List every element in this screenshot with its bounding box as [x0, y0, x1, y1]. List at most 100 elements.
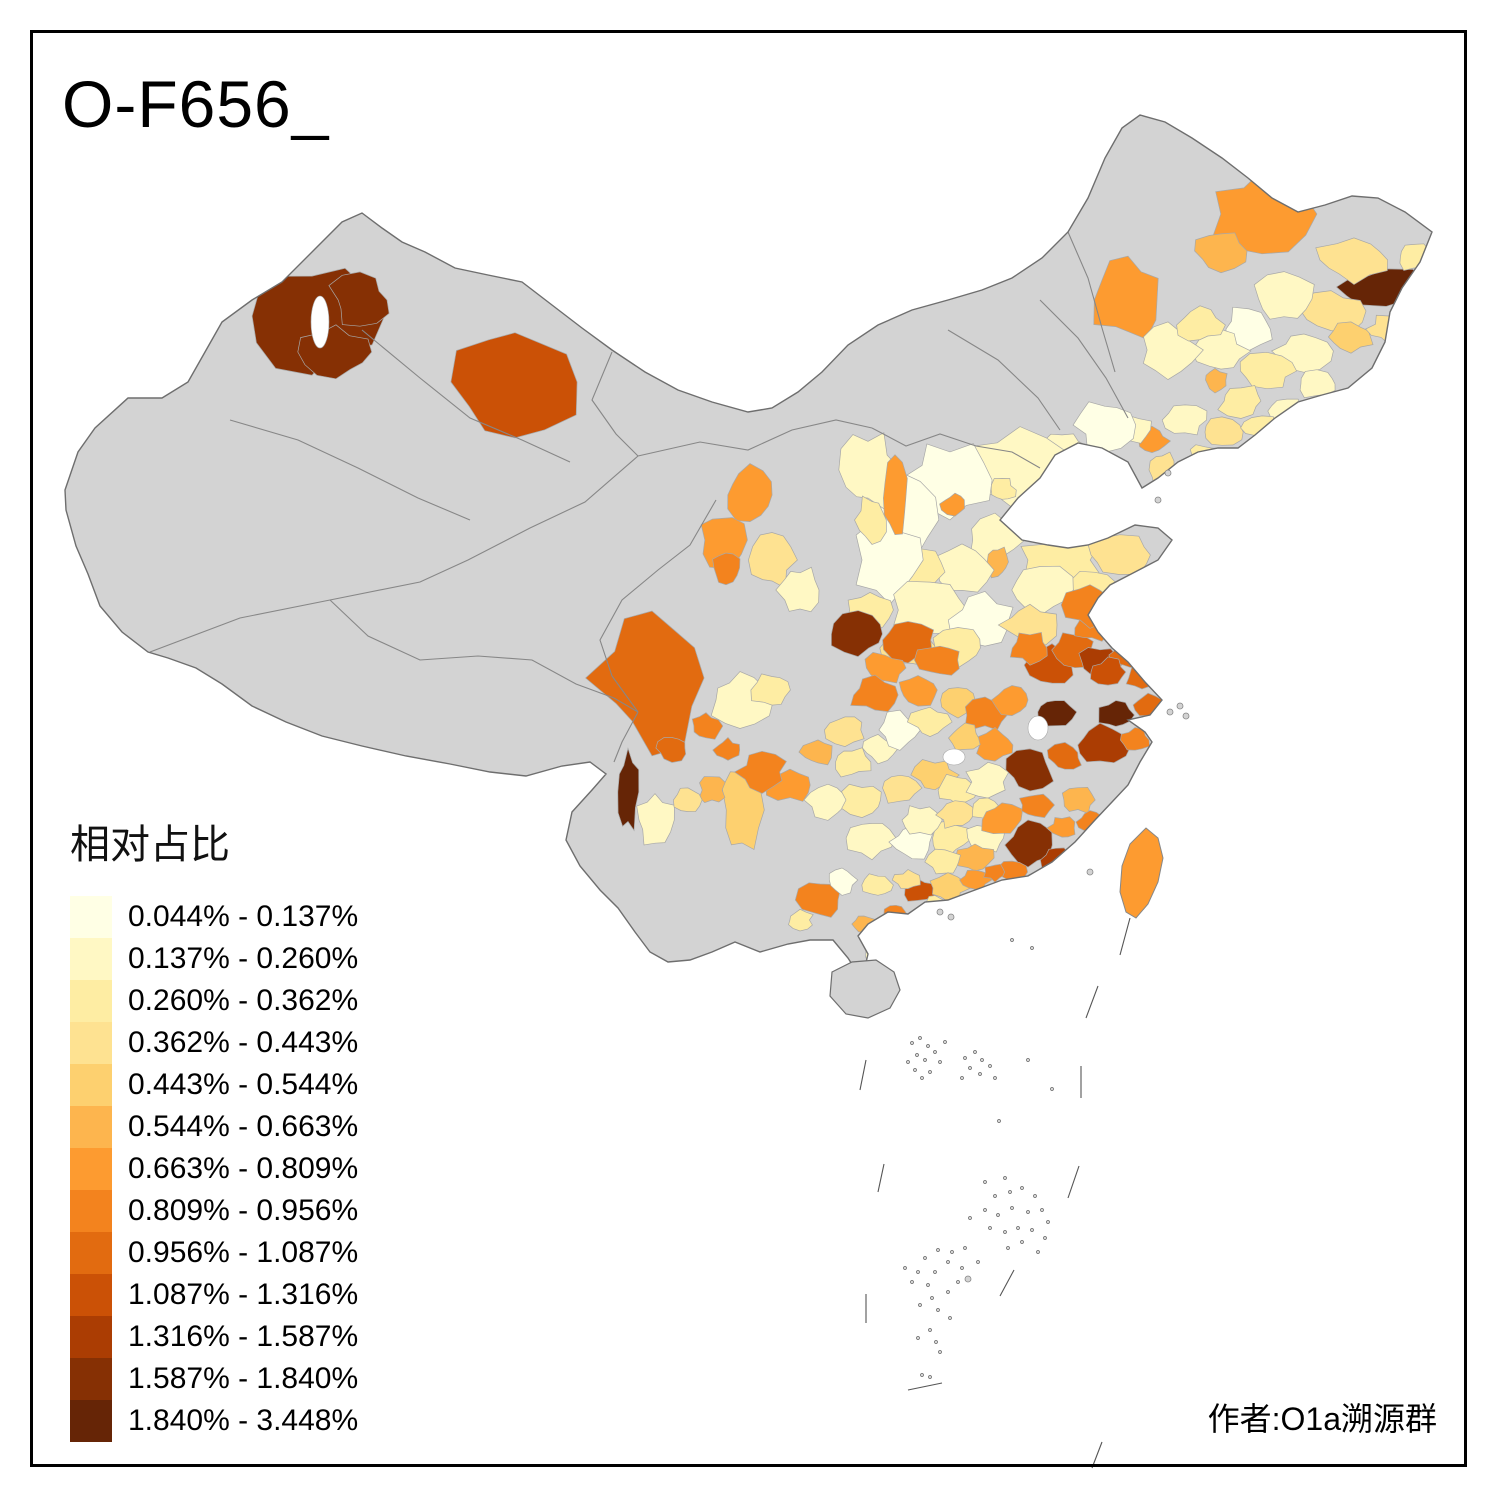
map-region — [935, 800, 975, 829]
sea-island-dot — [1006, 1246, 1010, 1250]
legend-label: 1.316% - 1.587% — [128, 1320, 359, 1353]
sea-boundary-dash — [1091, 1441, 1103, 1469]
sea-island-dot — [1050, 1087, 1054, 1091]
legend-label: 0.362% - 0.443% — [128, 1026, 359, 1059]
sea-island-dot — [910, 1280, 914, 1284]
sea-island-dot — [923, 1256, 927, 1260]
map-region — [617, 747, 640, 832]
map-region — [1205, 367, 1228, 394]
map-region — [691, 712, 724, 740]
sea-island-dot — [913, 1068, 917, 1072]
province-border — [329, 599, 639, 713]
map-region — [883, 454, 908, 535]
sea-island-dot — [906, 1060, 910, 1064]
map-region — [1098, 700, 1135, 727]
sea-island-dot — [920, 1373, 924, 1377]
map-region — [861, 873, 894, 896]
map-region — [841, 783, 882, 818]
sea-island-dot — [946, 1290, 950, 1294]
map-region — [1011, 565, 1074, 617]
map-region — [750, 673, 791, 706]
legend-swatch — [70, 1064, 112, 1106]
sea-island-dot — [1043, 1236, 1047, 1240]
map-region — [939, 492, 965, 517]
province-border — [229, 419, 471, 521]
sea-island-dot — [1026, 1210, 1030, 1214]
coastal-islet — [1176, 702, 1184, 710]
sea-island-dot — [930, 1296, 934, 1300]
legend-row: 0.956% - 1.087% — [70, 1232, 358, 1274]
coastal-islet — [936, 908, 944, 916]
map-region — [1077, 722, 1132, 764]
map-region — [450, 332, 578, 439]
sea-island-dot — [1003, 1176, 1007, 1180]
province-border — [591, 351, 639, 457]
hainan-island — [829, 959, 901, 1019]
sea-island-dot — [938, 1060, 942, 1064]
province-border — [1039, 299, 1129, 419]
map-region — [1239, 351, 1298, 390]
sea-island-dot — [988, 1064, 992, 1068]
legend-label: 0.663% - 0.809% — [128, 1152, 359, 1185]
legend-swatch — [70, 1106, 112, 1148]
sea-boundary-dash — [1119, 917, 1131, 956]
legend-row: 1.587% - 1.840% — [70, 1358, 358, 1400]
sea-island-dot — [950, 1250, 954, 1254]
country-border — [64, 114, 1433, 982]
map-region — [906, 706, 953, 737]
legend-label: 0.443% - 0.544% — [128, 1068, 359, 1101]
map-region — [882, 774, 923, 804]
map-region — [1009, 631, 1048, 666]
sea-island-dot — [920, 1076, 924, 1080]
legend-label: 0.260% - 0.362% — [128, 984, 359, 1017]
map-region — [845, 822, 897, 861]
sea-island-dot — [926, 1283, 930, 1287]
map-region — [1004, 819, 1053, 868]
sea-island-dot — [928, 1375, 932, 1379]
legend-swatch — [70, 1274, 112, 1316]
sea-island-dot — [960, 1266, 964, 1270]
legend-swatch — [70, 1316, 112, 1358]
map-region — [997, 603, 1058, 646]
sea-island-dot — [988, 1226, 992, 1230]
legend: 相对占比 0.044% - 0.137% 0.137% - 0.260% 0.260… — [70, 812, 358, 1442]
map-region — [636, 793, 675, 846]
legend-label: 0.809% - 0.956% — [128, 1194, 359, 1227]
coastal-islet — [1182, 712, 1190, 720]
map-region — [1019, 477, 1103, 537]
sea-island-dot — [1026, 1058, 1030, 1062]
sea-island-dot — [968, 1066, 972, 1070]
sea-island-dot — [915, 1053, 919, 1057]
map-region — [712, 552, 741, 586]
china-landmass — [65, 115, 1432, 980]
coastal-islet — [947, 913, 955, 921]
map-region — [803, 783, 854, 821]
legend-label: 0.544% - 0.663% — [128, 1110, 359, 1143]
map-region — [948, 722, 981, 751]
legend-row: 0.137% - 0.260% — [70, 938, 358, 980]
sea-island-dot — [928, 1328, 932, 1332]
sea-island-dot — [1010, 938, 1014, 942]
sea-island-dot — [943, 1040, 947, 1044]
legend-label: 1.840% - 3.448% — [128, 1404, 359, 1437]
sea-island-dot — [956, 1280, 960, 1284]
taiwan-island — [1119, 827, 1164, 919]
coastal-islet — [964, 1275, 972, 1283]
sea-island-dot — [980, 1058, 984, 1062]
map-region — [1046, 816, 1076, 838]
legend-row: 0.443% - 0.544% — [70, 1064, 358, 1106]
coastal-islet — [1154, 496, 1162, 504]
sea-island-dot — [903, 1266, 907, 1270]
map-region — [788, 908, 814, 932]
map-region — [850, 674, 899, 712]
sea-island-dot — [948, 1316, 952, 1320]
sea-island-dot — [973, 1050, 977, 1054]
sea-island-dot — [978, 1072, 982, 1076]
province-border — [599, 499, 717, 713]
map-region — [775, 566, 820, 613]
sea-island-dot — [960, 1076, 964, 1080]
coastal-islet — [1164, 469, 1172, 477]
sea-island-dot — [963, 1246, 967, 1250]
legend-swatch — [70, 1148, 112, 1190]
